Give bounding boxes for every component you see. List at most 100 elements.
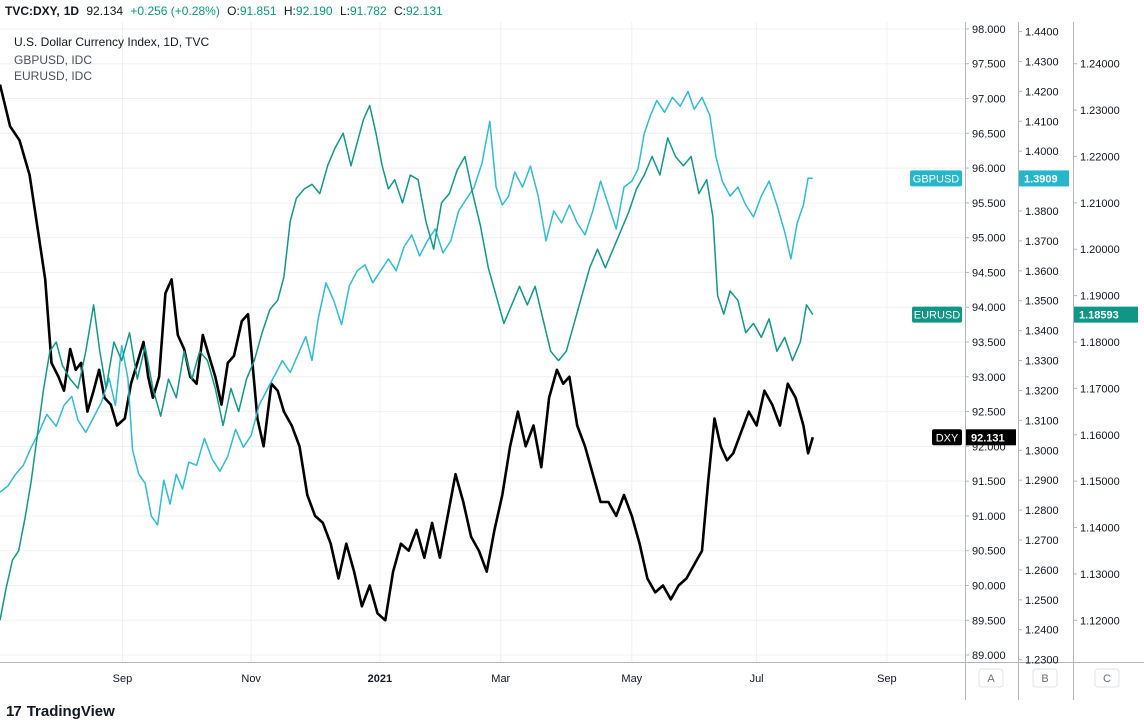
axis-b-tick-label: 1.2700	[1025, 535, 1059, 547]
time-tick-label: Sep	[877, 673, 897, 685]
axis-a-tick-label: 92.500	[972, 407, 1006, 419]
axis-b-tick-label: 1.3800	[1025, 206, 1059, 218]
price-change: +0.256 (+0.28%)	[130, 4, 220, 18]
axis-b-tick-label: 1.2400	[1025, 625, 1059, 637]
time-tick-label: May	[621, 673, 642, 685]
axis-c-tick-label: 1.20000	[1080, 244, 1120, 256]
axis-b-tick-label: 1.4000	[1025, 146, 1059, 158]
low-label: L:	[339, 4, 350, 18]
axis-b-toggle[interactable]	[1032, 668, 1058, 688]
brand-name: TradingView	[26, 703, 115, 720]
axis-b-letter: B	[1041, 673, 1048, 685]
series-line-dxy[interactable]	[0, 84, 815, 622]
axis-b-tick-label: 1.2900	[1025, 475, 1059, 487]
last-value-tags: DXY 92.131 GBPUSD 1.3909 EURUSD 1.18593	[910, 170, 1138, 446]
axis-a-tick-label: 96.000	[972, 163, 1006, 175]
time-tick-label: 2021	[368, 673, 392, 685]
axis-b-tick-label: 1.3100	[1025, 415, 1059, 427]
chart-series	[0, 84, 815, 622]
axis-a-tick-label: 94.500	[972, 267, 1006, 279]
low-value: 91.782	[349, 4, 387, 18]
axis-c-tick-label: 1.17000	[1080, 383, 1120, 395]
open-value: 91.851	[239, 4, 277, 18]
time-axis[interactable]: Sep Nov 2021 Mar May Jul Sep	[113, 673, 897, 685]
axis-c-tick-label: 1.15000	[1080, 476, 1120, 488]
legend-eurusd[interactable]: EURUSD, IDC	[14, 69, 92, 83]
axis-b-tick-label: 1.3700	[1025, 236, 1059, 248]
axis-a-tick-label: 93.500	[972, 337, 1006, 349]
axis-b-tick-label: 1.4200	[1025, 86, 1059, 98]
axis-c-tick-label: 1.13000	[1080, 569, 1120, 581]
axis-c-tick-label: 1.14000	[1080, 523, 1120, 535]
axis-c-tick-label: 1.18000	[1080, 337, 1120, 349]
last-value-text: 1.18593	[1079, 310, 1119, 322]
axis-a-tick-label: 94.000	[972, 302, 1006, 314]
tradingview-mark-icon: 17	[6, 703, 22, 720]
interval[interactable]: 1D	[63, 4, 80, 18]
axis-b-tick-label: 1.2500	[1025, 595, 1059, 607]
symbol-name[interactable]: TVC:DXY,	[5, 4, 60, 18]
axis-a-tick-label: 91.000	[972, 511, 1006, 523]
axis-c-tick-label: 1.19000	[1080, 291, 1120, 303]
axis-a-tick-label: 96.500	[972, 128, 1006, 140]
axis-a-tick-label: 90.000	[972, 580, 1006, 592]
legend-gbpusd[interactable]: GBPUSD, IDC	[14, 53, 92, 67]
axis-b-tick-label: 1.3600	[1025, 266, 1059, 278]
legend-dxy[interactable]: U.S. Dollar Currency Index, 1D, TVC	[14, 35, 210, 49]
open-label: O:	[227, 4, 240, 18]
last-value-tag-eurusd	[1074, 306, 1138, 323]
price-chart[interactable]: 98.000 97.500 97.000 96.500 96.000 95.500 95.0…	[0, 22, 1144, 700]
symbol-header: TVC:DXY, 1D 92.134 +0.256 (+0.28%) O:91.8…	[0, 0, 1144, 22]
axis-b-tick-label: 1.2300	[1025, 655, 1059, 667]
axis-a-tick-label: 97.000	[972, 94, 1006, 106]
tradingview-logo[interactable]: 17 TradingView	[6, 703, 115, 720]
axis-a-toggle[interactable]	[978, 668, 1004, 688]
axis-a-tick-label: 95.000	[972, 233, 1006, 245]
axis-b-tick-label: 1.2600	[1025, 565, 1059, 577]
axis-b-tick-label: 1.3300	[1025, 356, 1059, 368]
axis-a-tick-label: 98.000	[972, 24, 1006, 36]
axis-a-tick-label: 95.500	[972, 198, 1006, 210]
axis-b-tick-label: 1.3200	[1025, 385, 1059, 397]
axis-a-tick-label: 97.500	[972, 59, 1006, 71]
axis-a-tick-label: 90.500	[972, 546, 1006, 558]
last-price: 92.134	[86, 4, 124, 18]
axis-c-tick-label: 1.21000	[1080, 198, 1120, 210]
series-name-tag-text: DXY	[936, 432, 959, 444]
axis-a-tick-label: 91.500	[972, 476, 1006, 488]
axis-a-tick-label: 89.000	[972, 650, 1006, 662]
series-line-gbpusd[interactable]	[0, 90, 813, 526]
series-line-eurusd[interactable]	[0, 104, 814, 621]
close-label: C:	[394, 4, 406, 18]
series-name-tag-text: GBPUSD	[913, 173, 960, 185]
axis-a-tick-label: 89.500	[972, 615, 1006, 627]
series-name-tag-gbpusd	[910, 170, 962, 187]
axis-c-tick-label: 1.23000	[1080, 105, 1120, 117]
last-value-tag-dxy	[966, 429, 1016, 446]
close-value: 92.131	[406, 4, 443, 18]
series-name-tag-dxy	[932, 429, 962, 446]
last-value-text: 92.131	[971, 432, 1005, 444]
axis-b-tick-label: 1.3000	[1025, 445, 1059, 457]
last-value-tag-gbpusd	[1019, 170, 1069, 187]
footer-bar: 17 TradingView	[0, 700, 1144, 723]
high-label: H:	[283, 4, 296, 18]
price-axes[interactable]: 98.000 97.500 97.000 96.500 96.000 95.500 95.0…	[0, 22, 1144, 700]
time-tick-label: Mar	[491, 673, 510, 685]
axis-c-toggle[interactable]	[1094, 668, 1120, 688]
axis-c-tick-label: 1.24000	[1080, 59, 1120, 71]
series-name-tag-eurusd	[912, 306, 962, 323]
axis-a-tick-label: 93.000	[972, 372, 1006, 384]
axis-b-tick-label: 1.4300	[1025, 56, 1059, 68]
axis-a-letter: A	[987, 673, 995, 685]
axis-b-tick-label: 1.3400	[1025, 326, 1059, 338]
axis-b-tick-label: 1.3500	[1025, 296, 1059, 308]
high-value: 92.190	[295, 4, 333, 18]
chart-grid	[0, 22, 965, 662]
axis-c-tick-label: 1.16000	[1080, 430, 1120, 442]
time-tick-label: Jul	[750, 673, 764, 685]
chart-legend: U.S. Dollar Currency Index, 1D, TVC GBPU…	[14, 35, 210, 83]
axis-c-letter: C	[1103, 673, 1111, 685]
axis-c-tick-label: 1.22000	[1080, 151, 1120, 163]
axis-b-tick-label: 1.4100	[1025, 116, 1059, 128]
